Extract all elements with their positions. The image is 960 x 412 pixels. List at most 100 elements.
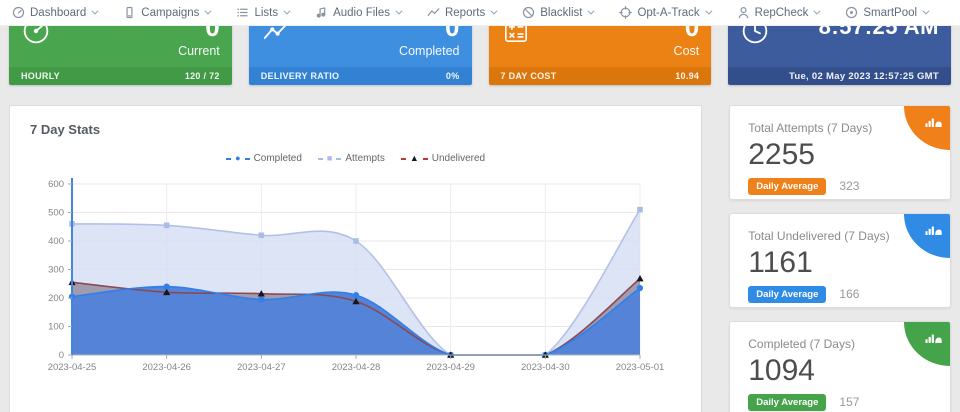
footer-value: 0% xyxy=(445,71,460,81)
stat-label: Current xyxy=(178,44,220,58)
daily-average-value: 323 xyxy=(839,179,860,193)
summary-value: 2255 xyxy=(748,138,815,171)
stat-card-footer: Tue, 02 May 2023 12:57:25 GMT xyxy=(728,67,951,85)
nav-label: Reports xyxy=(444,6,486,19)
nav-item-dashboard[interactable]: Dashboard xyxy=(12,6,99,19)
summary-card-completed: Completed (7 Days) 1094 Daily Average 15… xyxy=(729,321,951,412)
svg-text:2023-04-27: 2023-04-27 xyxy=(237,362,286,373)
svg-text:2023-04-26: 2023-04-26 xyxy=(142,362,191,373)
top-nav: Dashboard Campaigns Lists Audio Files Re… xyxy=(0,0,960,26)
main-content: 7 Day Stats ● Completed ■ Attempts ▲ Undelive… xyxy=(0,105,960,412)
svg-text:500: 500 xyxy=(48,208,64,219)
svg-text:2023-05-01: 2023-05-01 xyxy=(616,362,665,373)
footer-label: DELIVERY RATIO xyxy=(260,71,340,81)
campaigns-icon xyxy=(123,6,136,19)
nav-label: Opt-A-Track xyxy=(637,6,700,19)
chevron-down-icon xyxy=(922,7,930,15)
footer-label: HOURLY xyxy=(21,71,60,81)
nav-label: Lists xyxy=(254,6,279,19)
panel-title: 7 Day Stats xyxy=(30,122,101,137)
nav-item-smartpool[interactable]: SmartPool xyxy=(845,6,930,19)
stat-label: Cost xyxy=(673,44,700,58)
legend-label: Undelivered xyxy=(431,153,486,164)
daily-average-badge: Daily Average xyxy=(748,285,827,303)
stat-card-footer: HOURLY 120 / 72 xyxy=(9,67,232,85)
legend-marker: ▲ xyxy=(409,153,419,163)
svg-text:400: 400 xyxy=(48,236,64,247)
summary-card-attempts: Total Attempts (7 Days) 2255 Daily Avera… xyxy=(729,105,951,200)
footer-label: 7 DAY COST xyxy=(500,71,557,81)
summary-sidebar: Total Attempts (7 Days) 2255 Daily Avera… xyxy=(729,105,951,412)
chevron-down-icon xyxy=(204,7,212,15)
summary-badge-row: Daily Average 323 xyxy=(748,177,950,195)
svg-text:100: 100 xyxy=(48,322,64,333)
footer-value: 120 / 72 xyxy=(184,71,220,81)
daily-average-badge: Daily Average xyxy=(748,177,827,195)
chevron-down-icon xyxy=(283,7,291,15)
svg-text:200: 200 xyxy=(48,293,64,304)
svg-text:600: 600 xyxy=(48,179,64,190)
summary-value: 1161 xyxy=(748,246,813,279)
daily-average-badge: Daily Average xyxy=(748,393,827,411)
nav-item-lists[interactable]: Lists xyxy=(236,6,291,19)
svg-text:300: 300 xyxy=(48,265,64,276)
legend-label: Attempts xyxy=(345,153,385,164)
nav-label: Blacklist xyxy=(540,6,583,19)
chevron-down-icon xyxy=(91,7,99,15)
daily-average-value: 157 xyxy=(839,395,860,409)
smartpool-icon xyxy=(845,6,858,19)
legend-item-undelivered[interactable]: ▲ Undelivered xyxy=(400,153,486,164)
stat-label: Completed xyxy=(399,44,460,58)
legend-item-attempts[interactable]: ■ Attempts xyxy=(317,153,385,164)
summary-card-undelivered: Total Undelivered (7 Days) 1161 Daily Av… xyxy=(729,213,951,308)
stat-card-footer: 7 DAY COST 10.94 xyxy=(488,67,712,85)
nav-item-reports[interactable]: Reports xyxy=(427,6,498,19)
nav-label: Dashboard xyxy=(30,6,87,19)
nav-label: SmartPool xyxy=(863,6,918,19)
chart-legend: ● Completed ■ Attempts ▲ Undelivered xyxy=(10,153,701,164)
lists-icon xyxy=(236,6,249,19)
seven-day-stats-panel: 7 Day Stats ● Completed ■ Attempts ▲ Undelive… xyxy=(9,105,703,412)
nav-label: RepCheck xyxy=(754,6,809,19)
nav-item-opt-a-track[interactable]: Opt-A-Track xyxy=(619,6,713,19)
summary-title: Total Attempts (7 Days) xyxy=(748,121,873,135)
svg-text:0: 0 xyxy=(59,350,64,361)
summary-title: Completed (7 Days) xyxy=(748,337,855,351)
legend-dash xyxy=(317,157,323,160)
nav-item-blacklist[interactable]: Blacklist xyxy=(522,6,595,19)
legend-marker: ● xyxy=(235,153,241,163)
repcheck-icon xyxy=(737,6,750,19)
nav-item-audio-files[interactable]: Audio Files xyxy=(315,6,403,19)
daily-average-value: 166 xyxy=(839,287,860,301)
svg-text:2023-04-29: 2023-04-29 xyxy=(426,362,475,373)
legend-dash xyxy=(226,157,232,160)
chevron-down-icon xyxy=(490,7,498,15)
dashboard-icon xyxy=(12,6,25,19)
reports-icon xyxy=(427,6,440,19)
chevron-down-icon xyxy=(587,7,595,15)
legend-dash xyxy=(400,157,406,160)
footer-value: Tue, 02 May 2023 12:57:25 GMT xyxy=(788,70,939,82)
legend-dash xyxy=(422,157,428,160)
call-volume-icon xyxy=(925,223,942,236)
chevron-down-icon xyxy=(395,7,403,15)
legend-marker: ■ xyxy=(326,153,333,163)
blacklist-icon xyxy=(522,6,535,19)
nav-label: Campaigns xyxy=(141,6,200,19)
audio-files-icon xyxy=(315,6,328,19)
summary-title: Total Undelivered (7 Days) xyxy=(748,229,890,243)
svg-text:2023-04-25: 2023-04-25 xyxy=(48,362,97,373)
nav-item-repcheck[interactable]: RepCheck xyxy=(737,6,821,19)
summary-badge-row: Daily Average 157 xyxy=(748,393,950,411)
call-volume-icon xyxy=(925,115,942,128)
legend-dash xyxy=(336,157,342,160)
nav-label: Audio Files xyxy=(333,6,390,19)
svg-text:2023-04-28: 2023-04-28 xyxy=(332,362,381,373)
legend-item-completed[interactable]: ● Completed xyxy=(226,153,302,164)
nav-item-campaigns[interactable]: Campaigns xyxy=(123,6,212,19)
corner-fan xyxy=(904,214,950,258)
chevron-down-icon xyxy=(813,7,821,15)
summary-value: 1094 xyxy=(748,354,815,387)
opt-a-track-icon xyxy=(619,6,633,19)
call-volume-icon xyxy=(925,331,942,344)
